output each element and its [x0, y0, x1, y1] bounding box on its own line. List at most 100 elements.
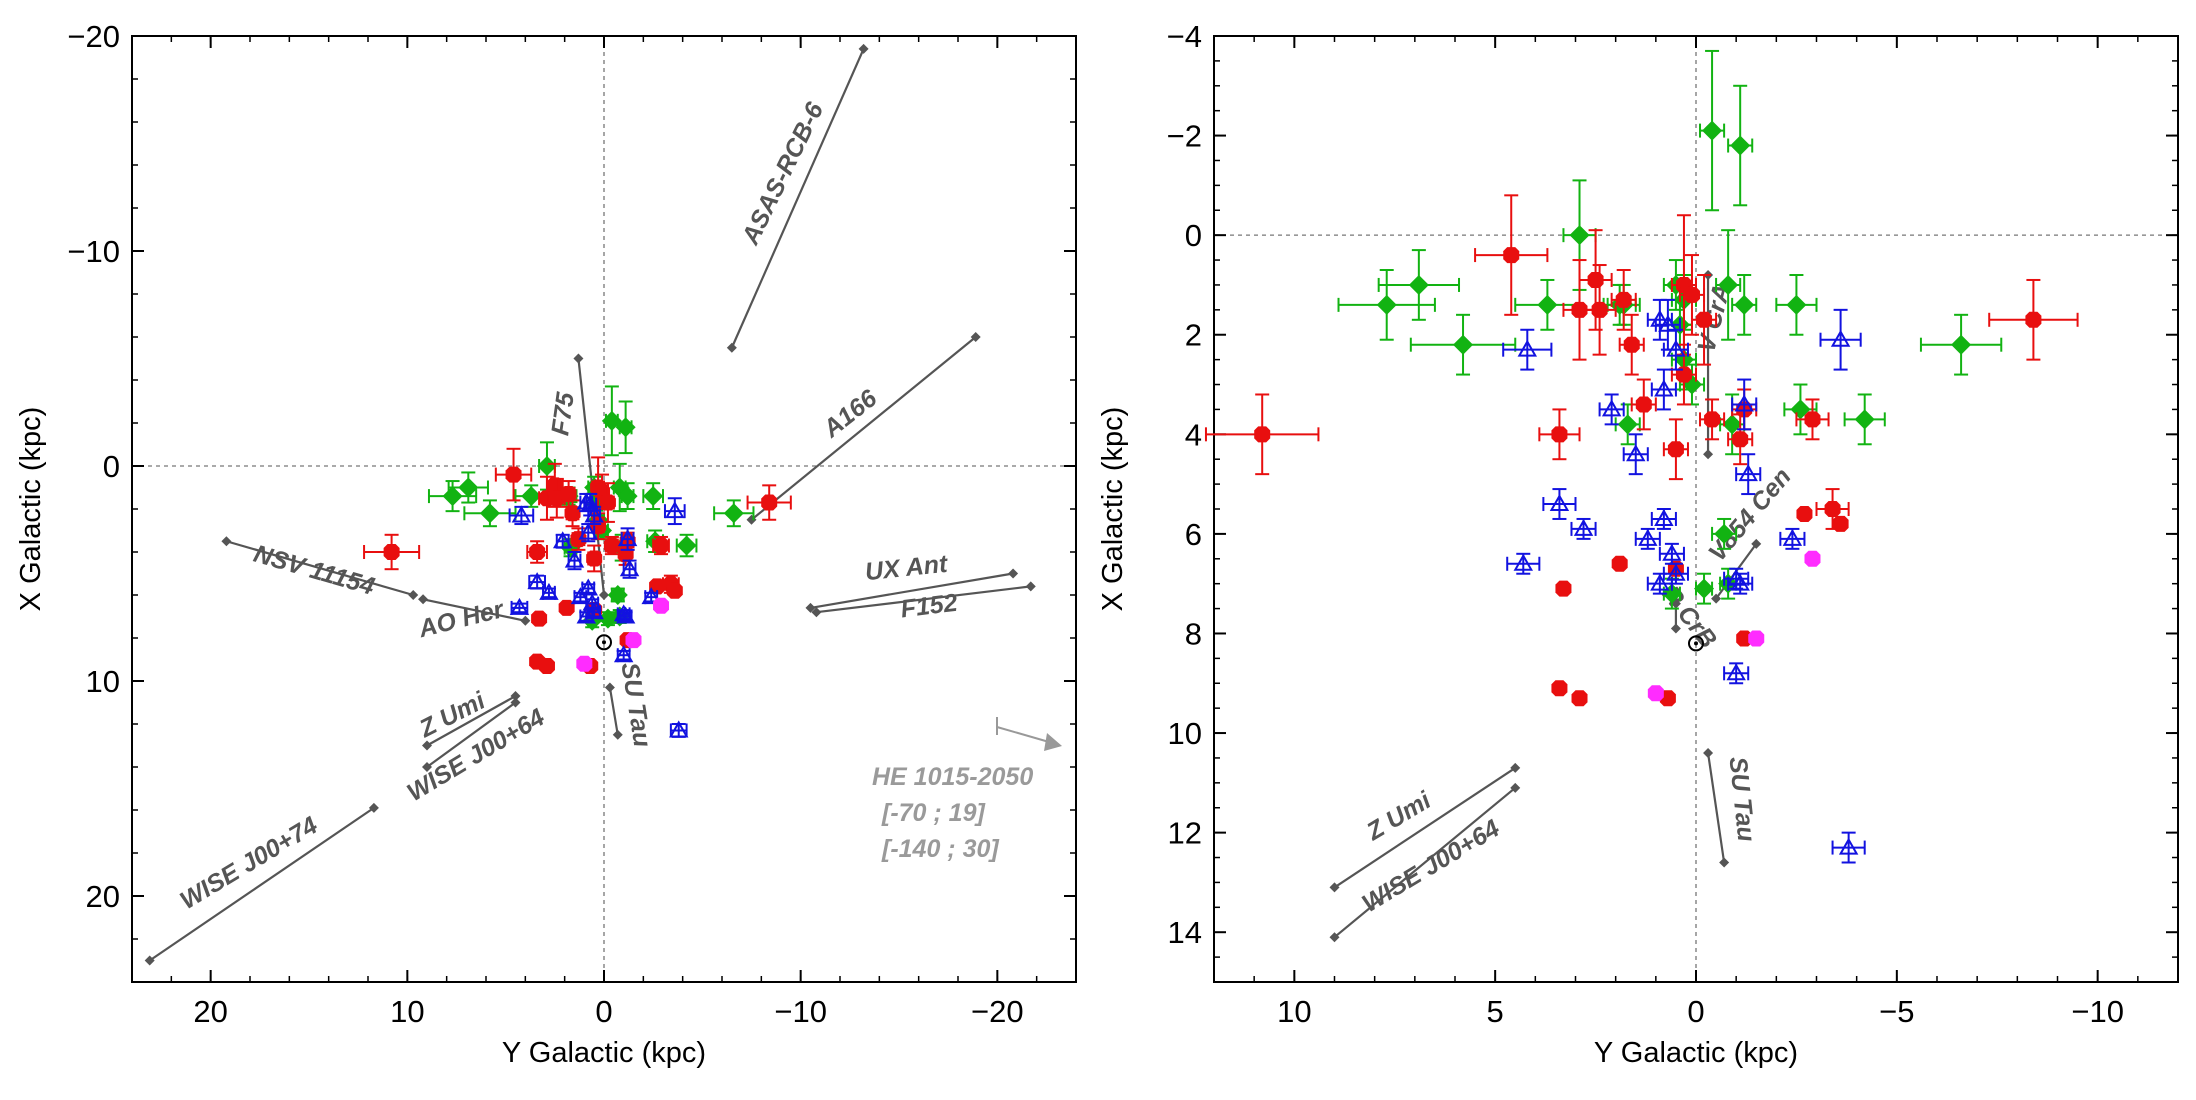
data-point-blue	[669, 720, 689, 738]
annotation-range-1: [-70 ; 19]	[881, 799, 986, 827]
track-endpoint	[422, 762, 432, 772]
data-point-blue	[1654, 379, 1674, 397]
track-label: AO Her	[415, 595, 508, 644]
track-label: UX Ant	[864, 550, 951, 587]
data-point-blue	[1549, 494, 1570, 512]
track-endpoint	[1025, 581, 1036, 592]
data-point-red	[1551, 426, 1568, 443]
data-point-blue	[1517, 339, 1538, 357]
data-point-green	[536, 456, 557, 476]
sun-marker	[596, 634, 612, 651]
data-point-red	[1611, 555, 1628, 572]
data-point-green	[1951, 334, 1972, 355]
data-point-green	[601, 410, 622, 431]
y-tick-label: 8	[1185, 616, 1202, 651]
data-point-red	[1571, 690, 1588, 707]
track-label: F75	[546, 390, 580, 438]
y-tick-label: 10	[86, 664, 120, 699]
data-point-magenta	[1647, 685, 1664, 702]
track-label: WISE J00+74	[175, 811, 322, 915]
data-point-green	[1569, 225, 1590, 246]
track-label: Z Umi	[414, 686, 490, 743]
y-tick-label: −10	[67, 234, 120, 269]
data-point-blue	[578, 578, 598, 596]
track-endpoint	[573, 353, 584, 364]
data-point-blue	[1658, 314, 1678, 332]
track-endpoint	[805, 602, 816, 613]
track-label: SU Tau	[1724, 755, 1761, 843]
data-point-red	[1667, 441, 1684, 458]
sun-marker	[1688, 635, 1704, 652]
track-label: F152	[899, 589, 959, 624]
data-point-blue	[539, 582, 559, 600]
data-point-blue	[1734, 394, 1754, 412]
data-point-blue	[1738, 464, 1758, 482]
data-point-green	[1376, 294, 1397, 315]
track-endpoint	[1510, 762, 1521, 773]
data-point-red	[1832, 515, 1849, 532]
track-endpoint	[726, 342, 737, 353]
track-line	[422, 598, 526, 622]
data-point-blue	[1730, 573, 1750, 591]
data-point-red	[1736, 630, 1753, 647]
data-point-red	[603, 537, 620, 554]
y-tick-label: 0	[103, 449, 120, 484]
data-point-blue	[511, 505, 532, 523]
data-point-blue	[1650, 573, 1670, 591]
data-point-blue	[615, 606, 636, 624]
data-point-red	[1615, 291, 1632, 308]
track-endpoint	[221, 536, 232, 547]
track-line	[426, 701, 517, 768]
data-point-green	[1537, 294, 1558, 315]
data-point-blue	[1662, 543, 1682, 561]
data-point-magenta	[653, 597, 670, 614]
data-point-green	[1722, 414, 1743, 435]
data-point-green	[615, 417, 636, 438]
data-point-red	[1732, 431, 1749, 448]
x-tick-label: 5	[1487, 994, 1504, 1029]
data-point-red	[2025, 311, 2042, 328]
x-tick-label: −20	[971, 994, 1024, 1029]
y-tick-label: −20	[67, 19, 120, 54]
data-point-red	[1503, 247, 1520, 264]
y-tick-label: 14	[1168, 915, 1202, 950]
annotation-range-2: [-140 ; 30]	[881, 835, 1000, 863]
data-point-blue	[580, 494, 600, 512]
x-tick-label: 20	[193, 994, 227, 1029]
data-point-green	[1854, 409, 1875, 430]
y-tick-label: 2	[1185, 318, 1202, 353]
data-point-blue	[641, 587, 661, 605]
track-endpoint	[1711, 593, 1722, 604]
track-label: Z Umi	[1361, 786, 1437, 847]
track-line	[608, 687, 619, 735]
track-endpoint	[408, 590, 419, 600]
track-endpoint	[811, 607, 822, 618]
data-point-red	[1683, 286, 1700, 303]
track-line	[810, 572, 1014, 609]
track-endpoint	[368, 802, 379, 813]
y-tick-label: 0	[1185, 218, 1202, 253]
track-endpoint	[510, 697, 521, 708]
data-point-magenta	[1748, 630, 1765, 647]
data-point-green	[1786, 294, 1807, 315]
track-endpoint	[1008, 568, 1019, 579]
track-endpoint	[510, 691, 521, 702]
data-point-blue	[1638, 528, 1658, 546]
data-point-red	[383, 544, 400, 560]
data-point-green	[676, 535, 697, 556]
data-point-blue	[578, 522, 598, 540]
track-endpoint	[422, 740, 432, 751]
data-point-red	[1587, 271, 1604, 288]
track-line	[226, 540, 414, 597]
data-point-red	[1796, 505, 1813, 522]
track-endpoint	[1329, 882, 1340, 893]
y-tick-label: −4	[1167, 19, 1202, 54]
y-tick-label: 6	[1185, 517, 1202, 552]
data-point-magenta	[1804, 550, 1821, 567]
track-endpoint	[858, 43, 869, 54]
data-point-red	[653, 537, 670, 554]
y-tick-label: −2	[1167, 119, 1202, 154]
track-endpoint	[970, 332, 981, 342]
data-point-green	[521, 486, 542, 507]
data-point-green	[458, 477, 479, 498]
